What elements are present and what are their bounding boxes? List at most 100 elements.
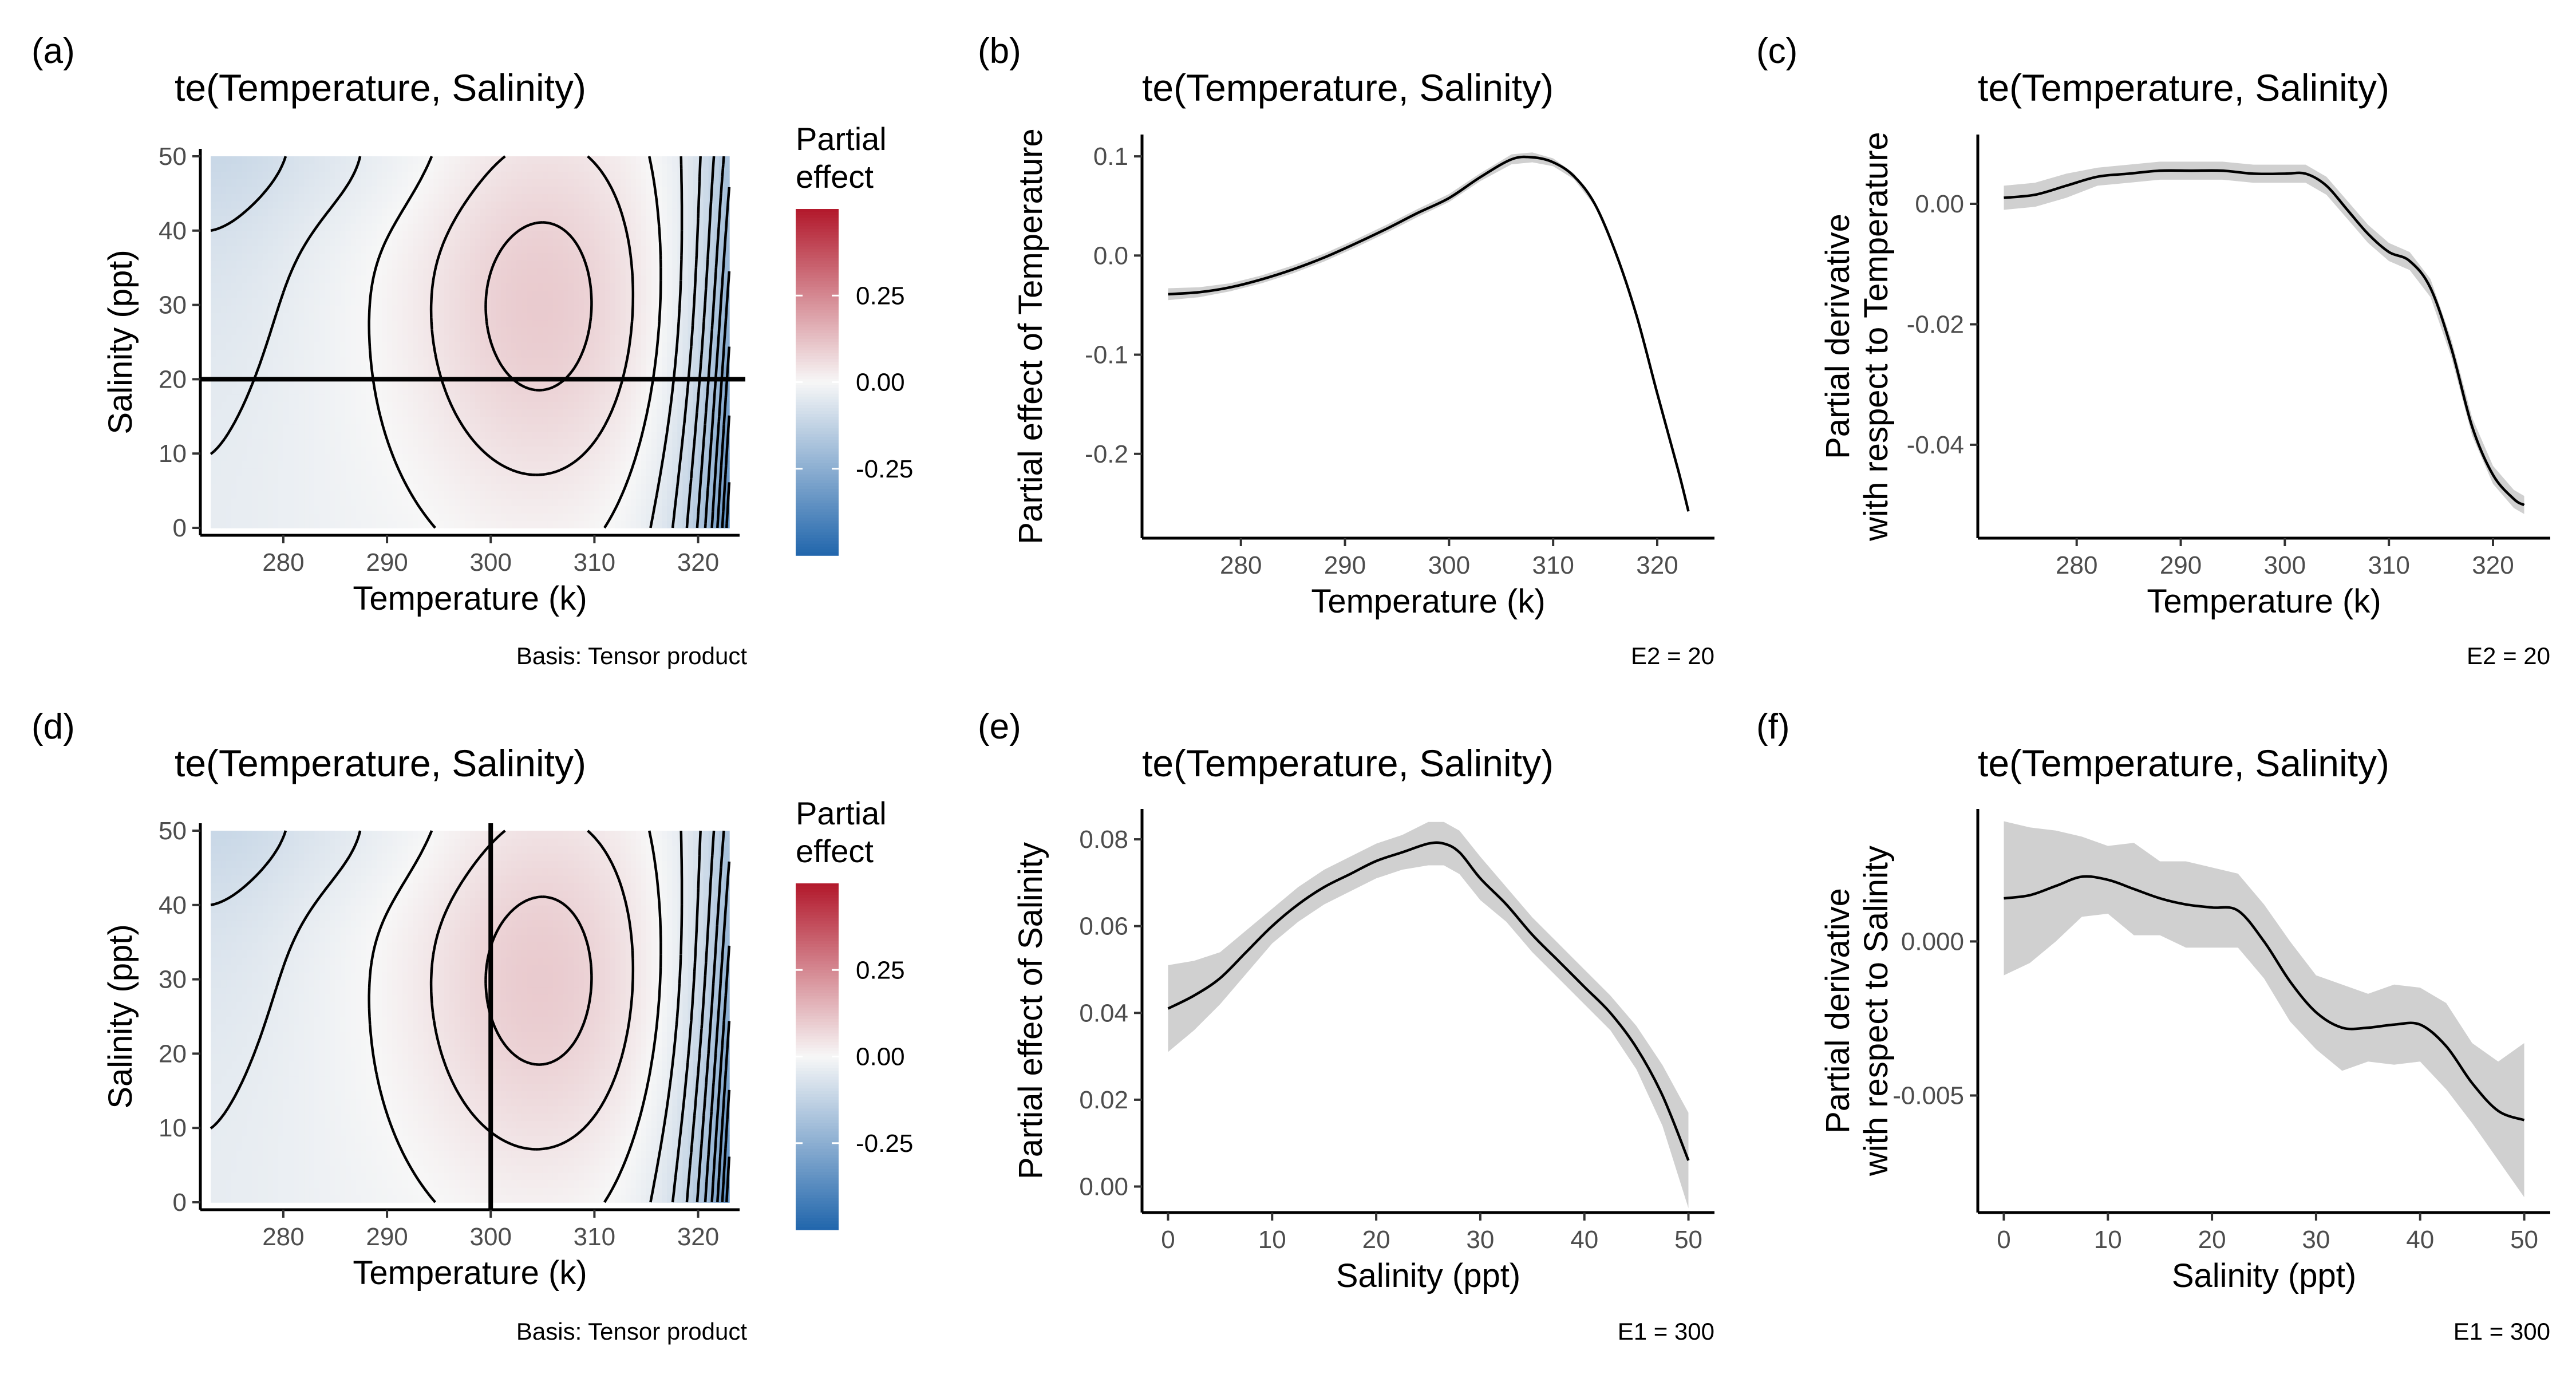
heatmap-cell: [527, 282, 533, 291]
heatmap-cell: [599, 215, 606, 224]
heatmap-cell: [672, 185, 678, 194]
heatmap-cell: [506, 252, 512, 261]
heatmap-cell: [226, 364, 232, 373]
heatmap-cell: [272, 282, 279, 291]
heatmap-cell: [682, 208, 689, 216]
heatmap-cell: [262, 401, 268, 410]
heatmap-cell: [294, 513, 299, 521]
heatmap-cell: [641, 498, 647, 506]
heatmap-cell: [397, 238, 404, 246]
heatmap-cell: [231, 386, 238, 395]
heatmap-cell: [428, 498, 434, 506]
heatmap-cell: [299, 349, 305, 358]
heatmap-cell: [568, 334, 574, 343]
heatmap-cell: [563, 252, 569, 261]
heatmap-cell: [496, 230, 502, 239]
heatmap-cell: [314, 446, 321, 455]
heatmap-cell: [387, 252, 393, 261]
heatmap-cell: [433, 409, 440, 417]
heatmap-cell: [532, 364, 538, 373]
heatmap-cell: [625, 498, 631, 506]
heatmap-cell: [335, 200, 341, 209]
heatmap-cell: [532, 319, 538, 328]
heatmap-cell: [667, 230, 673, 239]
heatmap-cell: [672, 178, 678, 187]
heatmap-cell: [272, 416, 279, 425]
heatmap-cell: [221, 483, 227, 491]
heatmap-cell: [402, 305, 409, 313]
heatmap-cell: [599, 327, 606, 335]
heatmap-cell: [579, 386, 585, 395]
heatmap-cell: [579, 238, 585, 246]
heatmap-cell: [464, 372, 471, 380]
heatmap-cell: [615, 357, 621, 365]
heatmap-cell: [594, 238, 600, 246]
heatmap-cell: [283, 290, 289, 298]
heatmap-cell: [688, 275, 694, 283]
heatmap-cell: [516, 439, 523, 447]
heatmap-cell: [304, 312, 310, 321]
heatmap-cell: [376, 386, 382, 395]
heatmap-cell: [708, 275, 714, 283]
heatmap-cell: [646, 223, 652, 231]
heatmap-cell: [267, 163, 274, 172]
heatmap-cell: [262, 439, 268, 447]
heatmap-cell: [294, 506, 299, 514]
heatmap-cell: [231, 453, 238, 461]
heatmap-cell: [470, 416, 476, 425]
heatmap-cell: [527, 327, 533, 335]
heatmap-cell: [516, 386, 523, 395]
heatmap-cell: [724, 267, 730, 276]
heatmap-cell: [257, 372, 263, 380]
heatmap-cell: [480, 312, 486, 321]
heatmap-cell: [641, 506, 647, 514]
heatmap-cell: [355, 290, 362, 298]
heatmap-cell: [542, 520, 548, 528]
heatmap-cell: [501, 290, 507, 298]
heatmap-cell: [299, 453, 305, 461]
heatmap-cell: [459, 156, 465, 164]
heatmap-cell: [366, 520, 372, 528]
heatmap-cell: [387, 483, 393, 491]
heatmap-cell: [361, 200, 367, 209]
heatmap-cell: [402, 446, 409, 455]
heatmap-cell: [552, 476, 559, 484]
heatmap-cell: [657, 156, 662, 164]
heatmap-cell: [257, 178, 263, 187]
heatmap-cell: [350, 491, 357, 499]
heatmap-cell: [314, 520, 321, 528]
heatmap-cell: [547, 200, 554, 209]
heatmap-cell: [397, 379, 404, 388]
heatmap-cell: [226, 290, 232, 298]
heatmap-cell: [231, 185, 238, 194]
heatmap-cell: [216, 386, 222, 395]
heatmap-cell: [355, 401, 362, 410]
heatmap-cell: [449, 319, 455, 328]
heatmap-cell: [584, 275, 590, 283]
heatmap-cell: [516, 156, 523, 164]
heatmap-cell: [667, 163, 673, 172]
heatmap-cell: [657, 379, 662, 388]
heatmap-cell: [698, 282, 704, 291]
heatmap-cell: [408, 230, 414, 239]
heatmap-cell: [630, 453, 637, 461]
heatmap-cell: [319, 245, 326, 254]
heatmap-cell: [521, 498, 528, 506]
heatmap-cell: [288, 498, 294, 506]
heatmap-cell: [547, 416, 554, 425]
heatmap-cell: [667, 319, 673, 328]
heatmap-cell: [382, 334, 388, 343]
heatmap-cell: [491, 327, 497, 335]
heatmap-cell: [382, 319, 388, 328]
heatmap-cell: [392, 200, 398, 209]
heatmap-cell: [449, 230, 455, 239]
heatmap-cell: [449, 357, 455, 365]
heatmap-cell: [480, 334, 486, 343]
heatmap-cell: [589, 208, 595, 216]
heatmap-cell: [355, 461, 362, 469]
heatmap-cell: [589, 282, 595, 291]
heatmap-cell: [221, 498, 227, 506]
heatmap-cell: [667, 498, 673, 506]
heatmap-cell: [221, 178, 227, 187]
heatmap-cell: [413, 506, 419, 514]
